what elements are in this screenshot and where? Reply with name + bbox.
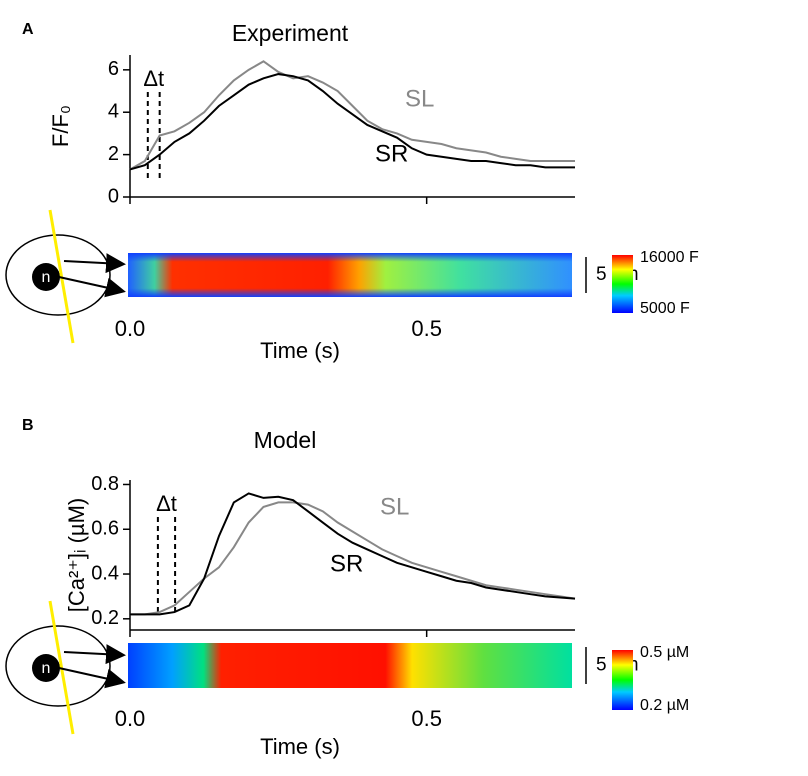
x-axis-label: Time (s) xyxy=(260,734,340,759)
chart-title: Model xyxy=(254,427,317,453)
data-line xyxy=(129,73,575,171)
cell-label: n xyxy=(42,269,51,286)
x-tick-label: 0.0 xyxy=(115,706,146,731)
series-label: SR xyxy=(375,140,408,167)
dt-annotation: Δt xyxy=(143,66,164,91)
series-label: SL xyxy=(380,493,409,520)
panel-label: B xyxy=(22,417,34,434)
colorbar-label: 5000 F xyxy=(640,300,690,317)
chart-title: Experiment xyxy=(232,20,349,46)
colorbar xyxy=(612,650,633,710)
y-tick-label: 0.4 xyxy=(91,562,119,584)
data-line xyxy=(129,60,575,171)
y-tick-label: 6 xyxy=(108,58,119,80)
arrow xyxy=(63,644,126,665)
data-line xyxy=(130,492,576,616)
nucleus xyxy=(32,654,60,682)
arrow xyxy=(49,665,126,689)
panel-label: A xyxy=(22,21,34,38)
linescan-edge xyxy=(128,253,572,297)
scan-line xyxy=(48,600,75,735)
y-axis-label: F/F₀ xyxy=(48,105,73,147)
series-label: SL xyxy=(405,85,434,112)
colorbar-label: 16000 F xyxy=(640,249,699,266)
colorbar-label: 0.5 µM xyxy=(640,644,689,661)
linescan xyxy=(128,643,572,688)
x-tick-label: 0.5 xyxy=(411,706,442,731)
y-tick-label: 0.2 xyxy=(91,607,119,629)
y-axis-label: [Ca²⁺]ᵢ (µM) xyxy=(64,498,89,613)
dt-annotation: Δt xyxy=(156,491,177,516)
cell xyxy=(5,625,111,707)
y-tick-label: 0.8 xyxy=(91,473,119,495)
colorbar xyxy=(612,255,633,313)
arrow xyxy=(63,253,126,274)
x-tick-label: 0.0 xyxy=(115,316,146,341)
y-tick-label: 2 xyxy=(108,143,119,165)
y-tick-label: 0.6 xyxy=(91,518,119,540)
cell-label: n xyxy=(42,660,51,677)
x-axis-label: Time (s) xyxy=(260,338,340,363)
cell xyxy=(5,234,111,316)
y-tick-label: 0 xyxy=(108,185,119,207)
y-tick-label: 4 xyxy=(108,101,119,123)
arrow xyxy=(49,274,126,298)
scan-line xyxy=(48,209,75,344)
nucleus xyxy=(32,263,60,291)
x-tick-label: 0.5 xyxy=(411,316,442,341)
series-label: SR xyxy=(330,550,363,577)
colorbar-label: 0.2 µM xyxy=(640,697,689,714)
